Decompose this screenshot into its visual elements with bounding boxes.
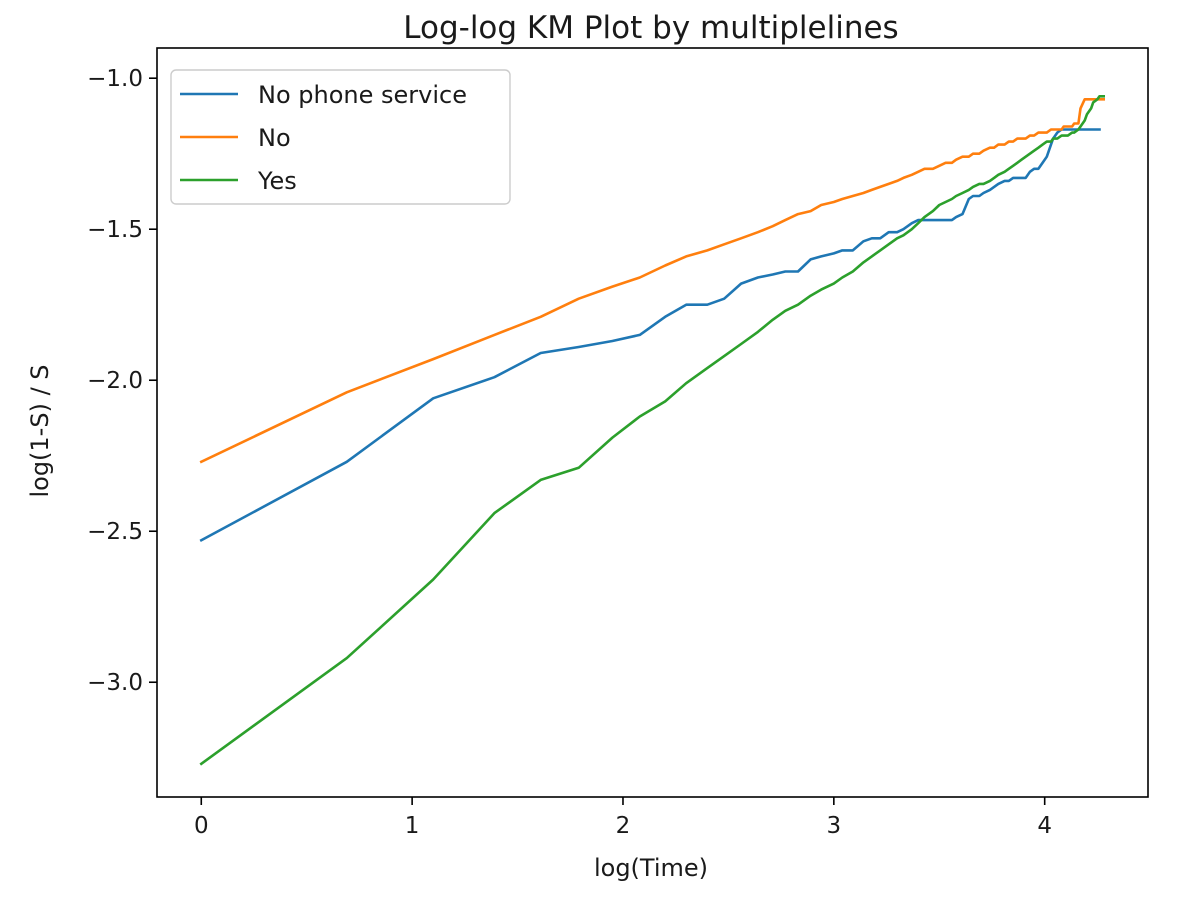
x-axis-ticks: 0 1 2 3 4 [194,797,1052,839]
x-tick-label: 4 [1037,813,1052,839]
y-tick-label: −1.0 [87,66,143,92]
x-tick-label: 0 [194,813,209,839]
y-tick-label: −2.0 [87,368,143,394]
x-tick-label: 3 [827,813,842,839]
series-line-1 [199,98,1105,464]
y-axis-ticks: −1.0 −1.5 −2.0 −2.5 −3.0 [87,66,157,696]
plot-area-frame [156,47,1149,798]
series-lines [199,95,1105,766]
legend-label: No phone service [258,81,467,109]
chart-legend: No phone service No Yes [170,69,511,205]
legend-label: Yes [257,167,297,195]
y-tick-label: −2.5 [87,519,143,545]
legend-box [170,69,511,205]
y-tick-label: −1.5 [87,217,143,243]
x-tick-label: 1 [405,813,420,839]
series-line-2 [199,95,1105,766]
chart-title: Log-log KM Plot by multiplelines [403,10,898,46]
legend-items: No phone service No Yes [180,81,467,195]
y-tick-label: −3.0 [87,670,143,696]
x-axis-label: log(Time) [594,854,708,882]
y-axis-label: log(1-S) / S [26,364,54,497]
legend-label: No [258,124,291,152]
x-tick-label: 2 [616,813,631,839]
